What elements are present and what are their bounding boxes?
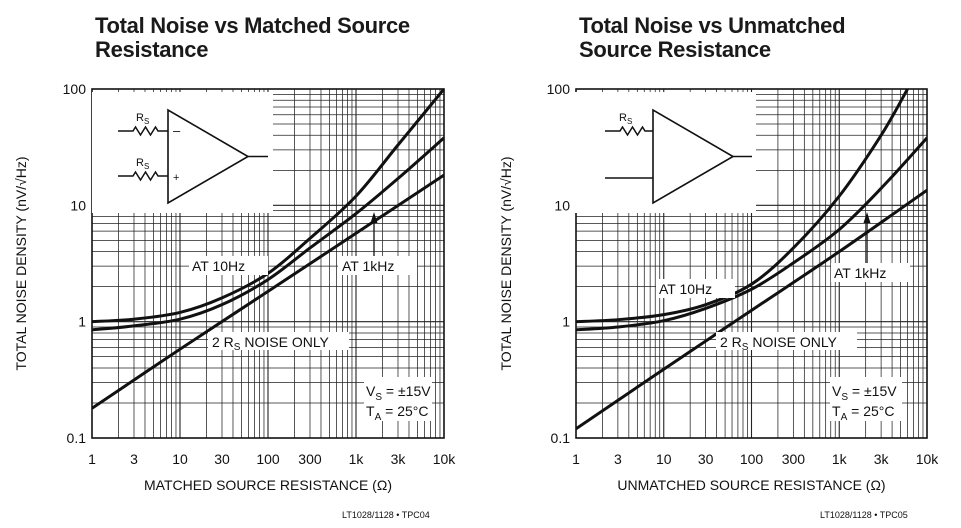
label-bg	[831, 263, 910, 282]
x-axis-label: UNMATCHED SOURCE RESISTANCE (Ω)	[617, 477, 885, 493]
y-tick-label: 100	[547, 81, 571, 97]
title-line: Source Resistance	[579, 37, 771, 62]
resistor-rs-inverting	[118, 125, 168, 137]
x-tick-label: 300	[298, 451, 322, 467]
condition-ta: TA = 25°C	[832, 403, 894, 423]
x-axis-label: MATCHED SOURCE RESISTANCE (Ω)	[144, 477, 392, 493]
x-tick-label: 1	[572, 451, 580, 467]
resistor-rs-noninverting	[118, 170, 168, 182]
label-bg	[189, 256, 268, 275]
y-tick-label: 1	[78, 314, 86, 330]
label-at-1khz: AT 1kHz	[834, 265, 886, 281]
x-tick-label: 30	[698, 451, 714, 467]
y-axis-label: TOTAL NOISE DENSITY (nV/√Hz)	[498, 156, 514, 370]
label-bg	[338, 256, 417, 275]
op-amp-symbol	[652, 108, 735, 205]
x-tick-label: 10	[656, 451, 672, 467]
x-tick-label: 1	[88, 451, 96, 467]
label-at-10hz: AT 10Hz	[659, 281, 712, 297]
series-lines	[92, 89, 444, 410]
y-tick-label: 0.1	[551, 430, 571, 446]
x-tick-label: 100	[256, 451, 280, 467]
x-tick-label: 1k	[349, 451, 365, 467]
series-line	[576, 136, 927, 332]
plot-frame	[91, 88, 445, 439]
conditions-bg	[364, 377, 432, 421]
x-tick-label: 10	[172, 451, 188, 467]
y-tick-label: 1	[562, 314, 570, 330]
resistor-rs	[605, 125, 653, 137]
matched-noise-chart: RS RS – + AT 10Hz AT 1kHz 2 RS NOISE ONL…	[13, 81, 457, 493]
series-line	[92, 173, 444, 410]
title-line: Total Noise vs Matched Source	[95, 13, 410, 38]
x-tick-label: 30	[214, 451, 230, 467]
arrow-head	[863, 212, 871, 223]
y-tick-label: 10	[70, 197, 86, 213]
series-line	[576, 188, 927, 431]
x-tick-label: 100	[740, 451, 764, 467]
plus-sign: +	[173, 172, 179, 184]
schematic-inset: RS	[575, 92, 756, 213]
y-tick-label: 100	[63, 81, 87, 97]
y-tick-label: 0.1	[67, 430, 87, 446]
conditions-bg	[830, 377, 902, 421]
unmatched-noise-chart: RS AT 10Hz AT 1kHz 2 RS NOISE ONLY VS = …	[498, 81, 940, 493]
minus-sign: –	[173, 123, 181, 138]
chart-title-matched: Total Noise vs Matched Source Resistance	[95, 14, 410, 62]
y-tick-label: 10	[554, 197, 570, 213]
rs-label-bottom: RS	[136, 157, 149, 171]
title-line: Resistance	[95, 37, 209, 62]
op-amp-symbol	[167, 108, 250, 205]
series-lines	[576, 89, 927, 431]
label-at-10hz: AT 10Hz	[192, 258, 245, 274]
schematic-inset: RS RS – +	[92, 92, 273, 213]
part-number: LT1028/1128 • TPC05	[820, 510, 908, 520]
x-tick-label: 3	[614, 451, 622, 467]
title-line: Total Noise vs Unmatched	[579, 13, 846, 38]
series-line	[92, 89, 444, 324]
label-2rs-noise: 2 RS NOISE ONLY	[212, 334, 330, 353]
rs-label-top: RS	[136, 112, 149, 126]
part-number: LT1028/1128 • TPC04	[342, 510, 430, 520]
label-bg	[716, 332, 857, 350]
x-tick-label: 10k	[916, 451, 940, 467]
rs-label: RS	[619, 112, 632, 126]
series-line	[92, 136, 444, 332]
label-at-1khz: AT 1kHz	[342, 258, 394, 274]
y-axis-label: TOTAL NOISE DENSITY (nV/√Hz)	[13, 156, 29, 370]
arrow-head	[370, 212, 378, 223]
series-line	[576, 89, 909, 324]
plot-frame	[575, 88, 928, 439]
x-tick-label: 300	[782, 451, 806, 467]
label-bg	[208, 332, 349, 350]
chart-title-unmatched: Total Noise vs Unmatched Source Resistan…	[579, 13, 846, 62]
x-tick-label: 1k	[832, 451, 848, 467]
x-tick-label: 3k	[874, 451, 890, 467]
x-tick-label: 10k	[433, 451, 457, 467]
condition-vs: VS = ±15V	[366, 383, 431, 403]
label-2rs-noise: 2 RS NOISE ONLY	[720, 334, 838, 353]
condition-vs: VS = ±15V	[832, 383, 897, 403]
label-bg	[656, 279, 735, 298]
condition-ta: TA = 25°C	[366, 403, 428, 423]
x-tick-label: 3	[130, 451, 138, 467]
x-tick-label: 3k	[391, 451, 407, 467]
